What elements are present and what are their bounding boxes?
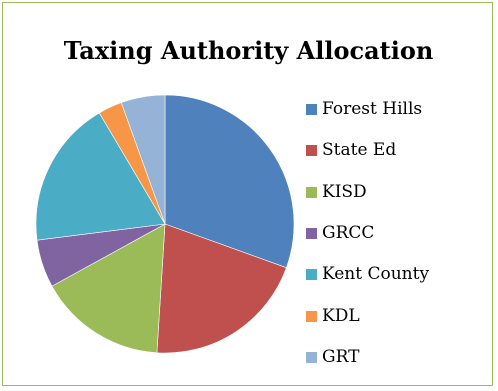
legend-swatch xyxy=(306,310,317,322)
legend-swatch xyxy=(306,104,317,116)
pie-slice-forest-hills xyxy=(164,94,295,269)
legend-swatch xyxy=(306,351,317,363)
legend-swatch xyxy=(306,186,317,198)
legend-swatch xyxy=(306,145,317,157)
legend-label: State Ed xyxy=(322,140,397,161)
chart-legend: Forest Hills State Ed KISD GRCC Kent County K… xyxy=(306,89,486,378)
legend-label: KISD xyxy=(322,181,367,202)
legend-label: Kent County xyxy=(322,264,430,285)
legend-item-kisd: KISD xyxy=(306,172,486,213)
pie-chart xyxy=(35,94,295,354)
chart-title: Taxing Authority Allocation xyxy=(63,36,434,65)
legend-label: GRT xyxy=(322,346,360,367)
legend-item-kent-county: Kent County xyxy=(306,254,486,295)
legend-label: GRCC xyxy=(322,223,375,244)
legend-label: Forest Hills xyxy=(322,99,423,120)
legend-item-state-ed: State Ed xyxy=(306,130,486,171)
legend-item-forest-hills: Forest Hills xyxy=(306,89,486,130)
pie-slice-state-ed xyxy=(156,223,287,354)
legend-label: KDL xyxy=(322,305,360,326)
chart-frame: Taxing Authority Allocation Forest Hills… xyxy=(2,2,493,386)
legend-item-kdl: KDL xyxy=(306,295,486,336)
pie-slice-kisd xyxy=(51,223,166,354)
pie-slice-kent-county xyxy=(35,112,166,241)
legend-swatch xyxy=(306,269,317,281)
legend-item-grcc: GRCC xyxy=(306,213,486,254)
legend-swatch xyxy=(306,228,317,240)
pie-slice-grt xyxy=(120,94,166,225)
legend-item-grt: GRT xyxy=(306,337,486,378)
